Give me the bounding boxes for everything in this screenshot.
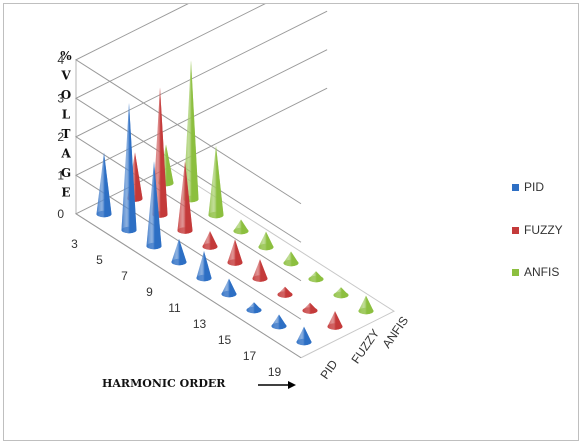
x-axis-label: HARMONIC ORDER: [102, 377, 226, 390]
legend-item-anfis: ANFIS: [512, 265, 559, 279]
cone-mark: [302, 302, 318, 314]
cone-mark: [333, 287, 349, 299]
cone-mark: [96, 152, 112, 218]
legend-swatch-pid: [512, 183, 519, 191]
cone-mark: [146, 161, 162, 250]
cone-mark: [271, 314, 287, 330]
cone-mark: [296, 326, 312, 346]
x-tick-label: 17: [243, 349, 257, 363]
cone-mark: [121, 102, 137, 234]
x-axis-arrowhead-icon: [288, 381, 296, 389]
cone-mark: [283, 251, 299, 267]
legend-label-pid: PID: [524, 180, 545, 194]
legend-item-fuzzy: FUZZY: [512, 223, 563, 237]
cone-mark: [208, 145, 224, 219]
cone-mark: [252, 259, 268, 282]
cone-mark: [227, 239, 243, 266]
x-tick-label: 11: [168, 301, 181, 315]
y-tick-label: 3: [57, 91, 64, 105]
cone-marks: [96, 60, 374, 346]
gridline: [74, 49, 328, 320]
gridline: [74, 4, 302, 205]
cone-mark: [327, 311, 343, 330]
series-axis-label: FUZZY: [348, 327, 382, 367]
x-axis-label-group: HARMONIC ORDER: [102, 377, 296, 390]
x-tick-label: 13: [193, 317, 207, 331]
y-tick-label: 1: [57, 168, 64, 182]
y-axis-label: % V O L T A G E: [60, 49, 72, 200]
legend-swatch-fuzzy: [512, 226, 519, 234]
cone-mark: [277, 286, 293, 298]
legend-label-anfis: ANFIS: [524, 265, 560, 279]
cone-mark: [233, 219, 249, 235]
cone-mark: [258, 231, 274, 251]
cone-mark: [221, 278, 237, 298]
x-tick-label: 3: [71, 237, 78, 251]
legend-label-fuzzy: FUZZY: [524, 223, 563, 237]
x-tick-label: 9: [146, 285, 153, 299]
cone-mark: [202, 231, 218, 250]
series-axis-label: ANFIS: [379, 314, 411, 351]
x-tick-label: 5: [96, 253, 103, 267]
y-gridlines: [74, 4, 328, 359]
cone-mark: [177, 161, 193, 234]
gridline: [74, 10, 328, 282]
x-tick-label: 7: [121, 269, 128, 283]
gridline: [74, 87, 328, 359]
series-axis-label: PID: [317, 357, 340, 382]
y-tick-label: 4: [57, 53, 64, 67]
y-tick-label: 0: [57, 207, 64, 221]
cone-mark: [358, 295, 374, 315]
gridline: [74, 4, 302, 243]
cone-mark: [171, 238, 187, 266]
y-tick-labels: 0 1 2 3 4: [57, 53, 64, 221]
x-tick-labels: 3 5 7 9 11 13 15 17 19: [71, 237, 281, 379]
legend-item-pid: PID: [512, 180, 544, 194]
cone-mark: [308, 271, 324, 283]
cone-mark: [246, 302, 262, 314]
cone-mark: [196, 251, 212, 282]
floor-edge: [168, 166, 396, 359]
x-tick-label: 19: [268, 365, 282, 379]
y-tick-label: 2: [57, 130, 64, 144]
legend-swatch-anfis: [512, 268, 519, 276]
x-tick-label: 15: [218, 333, 232, 347]
